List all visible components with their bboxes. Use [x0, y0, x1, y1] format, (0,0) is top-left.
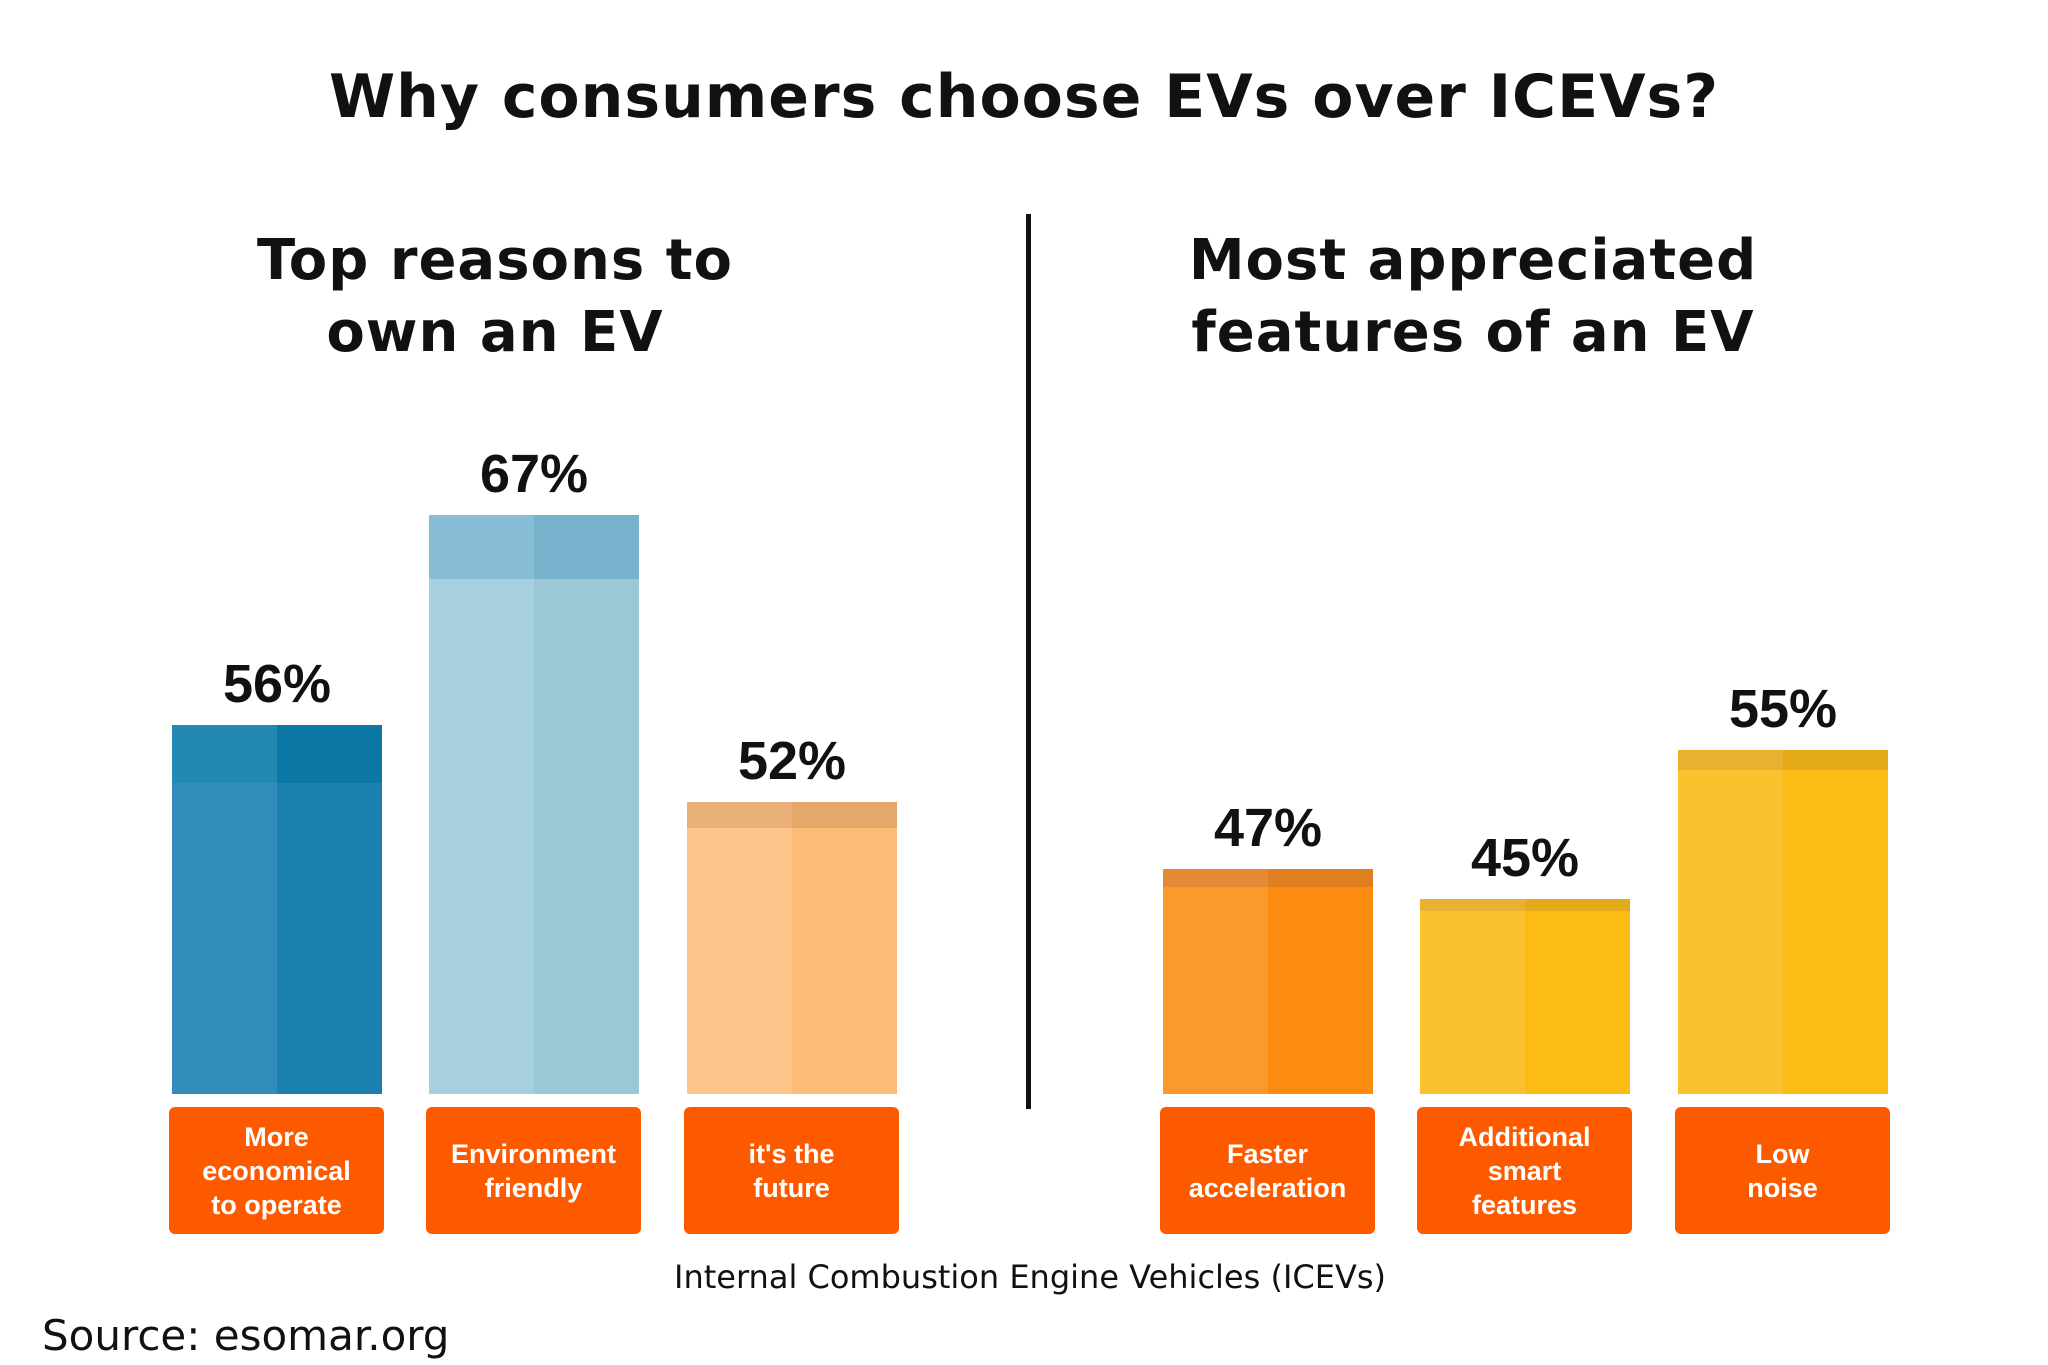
bar-half	[277, 725, 382, 1094]
data-label: 56%	[222, 654, 332, 715]
source-note: Source: esomar.org	[42, 1311, 450, 1360]
bar-half	[1525, 898, 1630, 1094]
left-title-line: own an EV	[326, 300, 664, 365]
category-label-line: features	[1471, 1189, 1578, 1220]
bar-top-band	[1678, 749, 1888, 770]
category-label: Faster acceleration	[1160, 1107, 1375, 1234]
category-label: More economical to operate	[169, 1107, 384, 1234]
bar-half	[1268, 868, 1373, 1094]
right-title-line: Most appreciated	[1188, 228, 1758, 293]
bar-top-band	[1420, 898, 1630, 911]
data-label: 45%	[1470, 827, 1580, 888]
bar-half	[172, 725, 277, 1094]
chart-title: Why consumers choose EVs over ICEVs?	[328, 62, 1720, 132]
category-label: Environment friendly	[426, 1107, 641, 1234]
data-label: 55%	[1728, 678, 1838, 739]
panel-divider	[1026, 214, 1031, 1109]
category-label-line: Environment	[450, 1138, 617, 1169]
category-label: Low noise	[1675, 1107, 1890, 1234]
category-label-line: More	[244, 1121, 309, 1152]
bar-top-band	[172, 725, 382, 784]
data-label: 52%	[737, 730, 847, 791]
bar-half	[1783, 749, 1888, 1094]
bar-top-band	[429, 515, 639, 580]
right-panel-title: Most appreciated features of an EV	[1123, 225, 1823, 369]
bar-half	[534, 515, 639, 1094]
category-label: it's the future	[684, 1107, 899, 1234]
bar	[1420, 898, 1630, 1094]
bar	[687, 801, 897, 1094]
bar	[172, 725, 382, 1094]
bar	[1678, 749, 1888, 1094]
right-title-line: features of an EV	[1191, 300, 1755, 365]
category-label-line: it's the	[748, 1138, 835, 1169]
footnote: Internal Combustion Engine Vehicles (ICE…	[674, 1258, 1386, 1296]
bar-half	[1678, 749, 1783, 1094]
category-label-line: noise	[1747, 1172, 1818, 1203]
category-label-line: friendly	[484, 1172, 583, 1203]
bar	[1163, 868, 1373, 1094]
data-label: 67%	[479, 444, 589, 505]
bar-half	[792, 801, 897, 1094]
category-label-line: future	[753, 1172, 830, 1203]
category-label-line: acceleration	[1188, 1172, 1347, 1203]
category-label-line: to operate	[211, 1189, 342, 1220]
bar-half	[1420, 898, 1525, 1094]
category-label-line: smart	[1487, 1155, 1562, 1186]
bar-half	[687, 801, 792, 1094]
bar-top-band	[1163, 868, 1373, 887]
category-label-line: Low	[1755, 1138, 1810, 1169]
bar-half	[1163, 868, 1268, 1094]
category-label-line: economical	[202, 1155, 351, 1186]
bar	[429, 515, 639, 1094]
category-label-line: Additional	[1458, 1121, 1591, 1152]
category-label: Additional smart features	[1417, 1107, 1632, 1234]
data-label: 47%	[1213, 797, 1323, 858]
bar-half	[429, 515, 534, 1094]
left-panel-title: Top reasons to own an EV	[145, 225, 845, 369]
left-title-line: Top reasons to	[257, 228, 733, 293]
category-label-line: Faster	[1226, 1138, 1309, 1169]
bar-top-band	[687, 801, 897, 828]
